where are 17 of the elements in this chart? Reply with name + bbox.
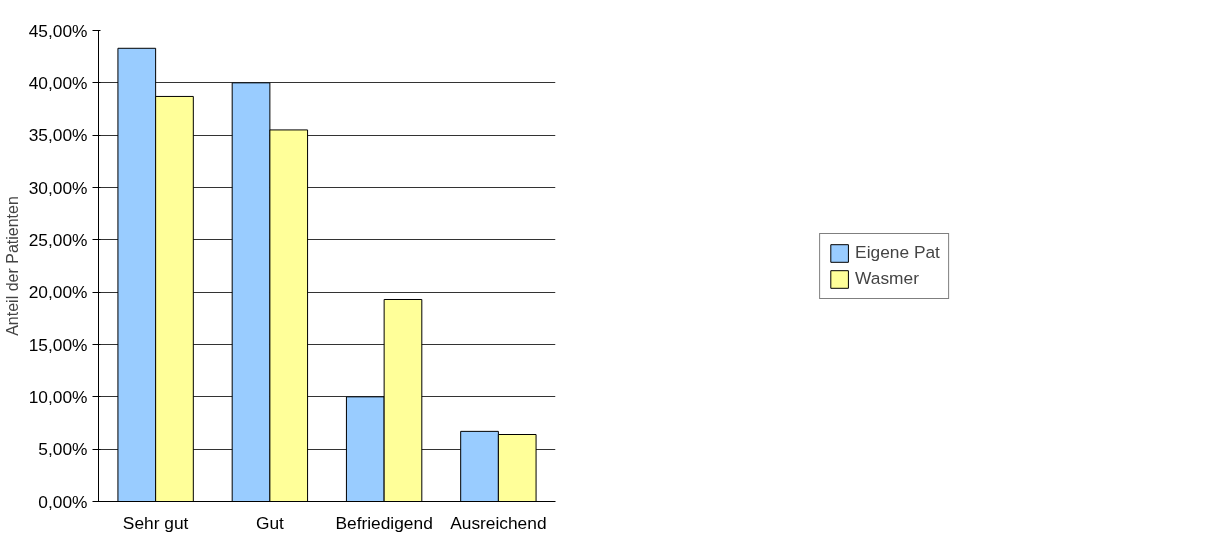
y-tick-label: 25,00%	[28, 229, 88, 250]
y-tick-label: 40,00%	[28, 72, 88, 93]
y-tick-label: 45,00%	[28, 20, 88, 41]
y-tick-label: 10,00%	[28, 386, 88, 407]
y-tick-label: 20,00%	[28, 282, 88, 303]
y-axis-title: Anteil der Patienten	[3, 196, 21, 336]
x-tick-label: Gut	[255, 512, 285, 533]
y-tick-label: 15,00%	[28, 334, 88, 355]
x-tick-label: Ausreichend	[450, 512, 547, 533]
x-tick-label: Sehr gut	[122, 512, 189, 533]
y-tick-label: 5,00%	[38, 439, 88, 460]
y-tick-label: 0,00%	[38, 491, 88, 512]
x-tick-label: Befriedigend	[335, 512, 433, 533]
y-tick-label: 30,00%	[28, 177, 88, 198]
y-tick-label: 35,00%	[28, 125, 88, 146]
legend-label: Eigene Pat	[855, 242, 940, 263]
legend-label: Wasmer	[855, 268, 919, 289]
